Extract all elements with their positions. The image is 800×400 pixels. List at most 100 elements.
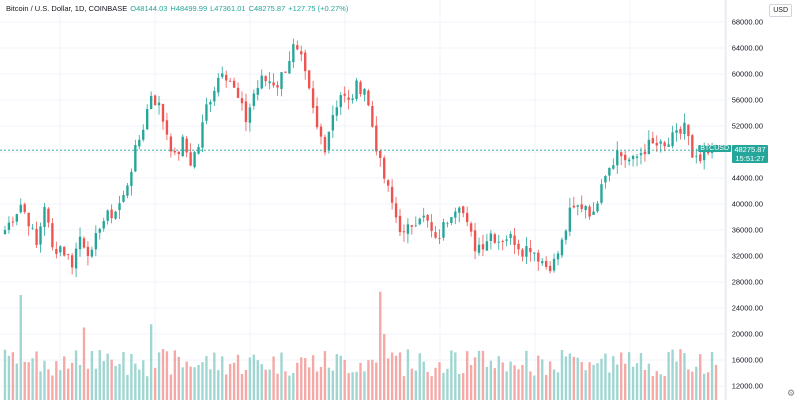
candle [311, 80, 315, 114]
volume-bar [379, 291, 382, 400]
volume-bar [639, 353, 643, 400]
volume-bar [623, 363, 627, 400]
candle [481, 234, 485, 257]
candle [592, 202, 595, 216]
candle [438, 229, 441, 245]
candle-body [375, 125, 378, 152]
volume-bar [232, 362, 236, 400]
volume-bar [414, 370, 417, 400]
candle [118, 195, 121, 220]
volume-bar [505, 371, 508, 400]
candle [379, 149, 382, 167]
volume-bar [264, 369, 267, 400]
candle [102, 217, 105, 232]
candle-body [193, 152, 196, 168]
volume-bar [406, 349, 410, 400]
candle [232, 77, 236, 88]
volume-bar [260, 364, 263, 400]
candle-body [363, 89, 366, 95]
volume-bar [604, 353, 607, 400]
volume-bar [386, 358, 390, 400]
candle [70, 252, 74, 275]
candle [355, 78, 358, 102]
volume-bar [390, 352, 394, 400]
volume-bar [446, 368, 449, 400]
candle [15, 213, 19, 226]
volume-bar [351, 372, 354, 400]
volume-bar [7, 355, 11, 400]
candle-body [675, 130, 678, 133]
candle-body [70, 255, 74, 268]
volume-bar [236, 354, 240, 400]
volume-bar [276, 373, 279, 400]
candle [548, 261, 552, 274]
candle-body [584, 206, 587, 211]
volume-bar [31, 358, 34, 400]
currency-button[interactable]: USD [769, 4, 792, 17]
volume-bar [221, 356, 224, 400]
volume-bar [667, 352, 670, 400]
volume-bar [59, 370, 62, 400]
candle-body [390, 186, 394, 203]
candle-body [702, 151, 706, 161]
volume-bar [327, 367, 331, 400]
candle-body [533, 252, 536, 254]
volume-bar [426, 371, 429, 400]
candle [94, 225, 98, 257]
candle-body [517, 243, 520, 250]
volume-bar [552, 369, 556, 400]
candle-body [66, 254, 70, 255]
candle [66, 253, 70, 260]
candle-body [315, 106, 319, 128]
candle-body [209, 101, 212, 105]
candle [596, 201, 599, 213]
open-value: O48144.03 [130, 4, 168, 13]
volume-bar [592, 364, 595, 400]
volume-bar [63, 356, 66, 400]
candle [635, 153, 639, 167]
candle [236, 82, 240, 99]
price-tick-label: 64000.00 [732, 44, 763, 53]
candle-body [300, 51, 303, 55]
candle-body [481, 244, 485, 250]
volume-bar [126, 374, 129, 400]
candle [300, 45, 303, 62]
candle-body [398, 215, 402, 233]
candle-body [347, 97, 350, 100]
volume-bar [651, 376, 655, 400]
candle [260, 69, 263, 90]
candle [43, 203, 46, 236]
candle [335, 100, 338, 122]
volume-bar [564, 356, 568, 400]
volume-bar [501, 362, 504, 400]
high-value: H48499.99 [170, 4, 208, 13]
candle-body [450, 217, 453, 224]
candle [485, 233, 489, 251]
candle [51, 218, 54, 251]
price-axis: 68000.00 64000.00 60000.00 56000.00 52000.00… [732, 18, 763, 391]
candle [272, 73, 275, 88]
candle [580, 195, 583, 213]
volume-bar [631, 366, 635, 400]
candle-body [55, 248, 58, 254]
volume-bar [157, 352, 161, 400]
volume-bar [66, 368, 70, 400]
volume-bar [173, 350, 177, 400]
symbol-label[interactable]: Bitcoin / U.S. Dollar, 1D, COINBASE [6, 4, 128, 13]
volume-bar [702, 373, 706, 400]
volume-bar [347, 373, 350, 400]
candle [106, 209, 109, 225]
candle-body [268, 81, 271, 84]
candle [521, 247, 524, 262]
volume-bar [110, 359, 113, 400]
candle [533, 252, 536, 262]
volume-bar [19, 295, 22, 400]
candle-body [63, 246, 66, 256]
candle [462, 205, 465, 218]
candle [189, 143, 192, 167]
settings-gear-icon[interactable]: ⚙ [786, 388, 796, 398]
volume-bar [94, 368, 98, 400]
candle [248, 103, 252, 132]
